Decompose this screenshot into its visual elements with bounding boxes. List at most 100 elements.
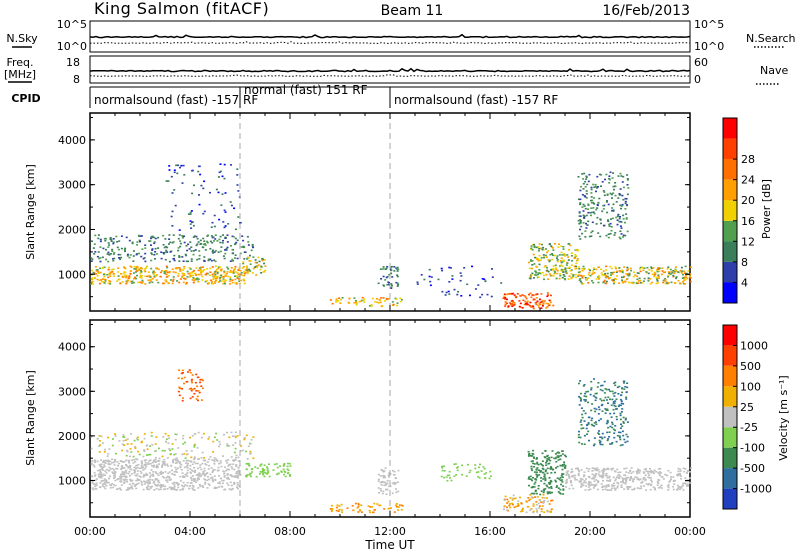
echo-point xyxy=(142,257,145,260)
colorbar-tick-label: -500 xyxy=(740,462,765,475)
echo-point xyxy=(619,404,622,407)
echo-point xyxy=(537,304,540,307)
echo-point xyxy=(161,485,164,488)
echo-point xyxy=(538,248,541,250)
echo-point xyxy=(135,475,138,477)
echo-point xyxy=(197,269,200,272)
echo-point xyxy=(131,241,134,244)
echo-point xyxy=(386,482,389,485)
echo-point xyxy=(261,467,264,470)
echo-point xyxy=(543,266,546,268)
echo-point xyxy=(524,300,527,303)
echo-point xyxy=(651,273,654,276)
echo-point xyxy=(359,300,362,303)
echo-point xyxy=(538,306,541,309)
echo-point xyxy=(614,185,617,187)
echo-point xyxy=(533,246,536,249)
echo-point xyxy=(251,272,254,274)
echo-point xyxy=(192,274,195,277)
echo-point xyxy=(554,479,557,482)
echo-point xyxy=(236,482,239,484)
echo-point xyxy=(147,454,150,456)
echo-point xyxy=(650,480,653,483)
echo-point xyxy=(558,455,561,457)
echo-point xyxy=(532,503,535,505)
echo-point xyxy=(548,259,551,262)
echo-point xyxy=(90,281,93,283)
echo-point xyxy=(94,277,97,280)
echo-point xyxy=(156,473,159,475)
echo-point xyxy=(101,480,104,482)
echo-point xyxy=(583,205,586,207)
echo-point xyxy=(531,485,534,488)
echo-point xyxy=(624,208,627,210)
echo-point xyxy=(605,275,608,277)
echo-point xyxy=(176,467,179,470)
echo-point xyxy=(158,463,160,465)
echo-point xyxy=(605,472,608,475)
echo-point xyxy=(128,455,131,458)
echo-point xyxy=(602,224,605,227)
echo-point xyxy=(234,431,237,434)
echo-point xyxy=(185,254,188,257)
echo-point xyxy=(155,253,158,255)
echo-point xyxy=(596,207,599,209)
echo-point xyxy=(625,213,628,215)
echo-point xyxy=(133,466,136,469)
echo-point xyxy=(451,278,454,280)
echo-point xyxy=(155,436,158,438)
echo-point xyxy=(582,214,585,217)
echo-point xyxy=(597,468,600,471)
echo-point xyxy=(577,219,580,222)
echo-point xyxy=(99,246,102,248)
echo-point xyxy=(370,304,373,306)
echo-point xyxy=(635,281,638,284)
echo-point xyxy=(357,505,360,508)
colorbar-tick-label: 28 xyxy=(741,153,755,166)
echo-point xyxy=(136,241,139,243)
echo-point xyxy=(133,459,136,461)
echo-point xyxy=(123,475,126,477)
echo-point xyxy=(353,297,356,299)
echo-point xyxy=(639,478,642,480)
echo-point xyxy=(113,460,116,462)
echo-point xyxy=(562,248,565,250)
echo-point xyxy=(656,278,658,281)
echo-point xyxy=(503,505,506,507)
echo-point xyxy=(610,226,613,228)
echo-point xyxy=(598,471,601,473)
echo-point xyxy=(625,391,628,394)
echo-point xyxy=(599,441,601,444)
echo-point xyxy=(546,454,549,457)
echo-point xyxy=(613,470,616,472)
echo-point xyxy=(607,468,610,471)
echo-point xyxy=(602,480,604,482)
echo-point xyxy=(136,470,139,472)
echo-point xyxy=(600,222,602,225)
nave-label: Nave xyxy=(760,64,788,77)
echo-point xyxy=(609,425,612,428)
echo-point xyxy=(178,255,181,257)
echo-point xyxy=(126,443,129,445)
echo-point xyxy=(179,240,182,242)
echo-point xyxy=(556,260,559,263)
echo-point xyxy=(194,462,197,465)
echo-point xyxy=(186,469,189,472)
echo-point xyxy=(649,468,651,470)
echo-point xyxy=(636,478,639,481)
echo-point xyxy=(347,301,350,304)
echo-point xyxy=(173,485,176,488)
echo-point xyxy=(109,487,112,489)
echo-point xyxy=(117,267,120,269)
echo-point xyxy=(605,484,608,487)
echo-point xyxy=(535,501,538,503)
echo-point xyxy=(585,190,588,192)
echo-point xyxy=(590,419,593,422)
echo-point xyxy=(207,234,209,237)
echo-point xyxy=(138,475,141,477)
echo-point xyxy=(158,447,160,450)
echo-point xyxy=(183,277,185,280)
echo-point xyxy=(610,443,613,445)
echo-point xyxy=(573,477,576,479)
echo-point xyxy=(611,421,614,424)
